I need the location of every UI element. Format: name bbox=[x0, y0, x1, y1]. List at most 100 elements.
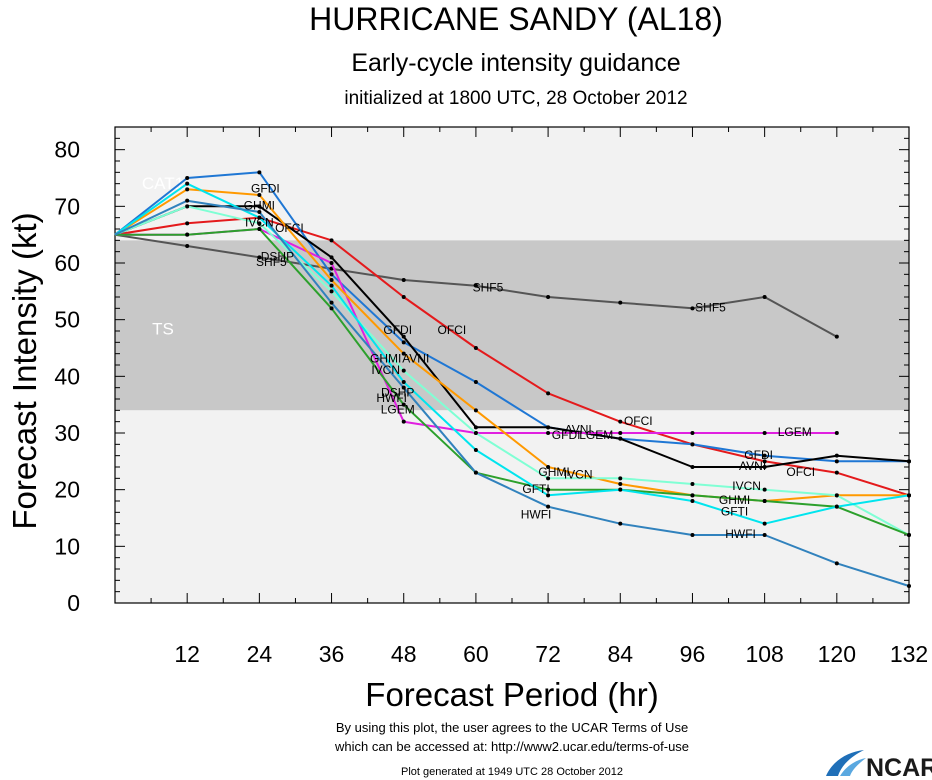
series-line-dshp bbox=[115, 228, 910, 536]
data-point bbox=[762, 459, 767, 464]
chart-subtitle: Early-cycle intensity guidance bbox=[351, 49, 680, 77]
data-point bbox=[618, 436, 623, 441]
data-point bbox=[401, 351, 406, 356]
series-line-gfdi bbox=[114, 171, 909, 463]
x-tick-label-6: 84 bbox=[607, 641, 633, 667]
series-label-avni: AVNI bbox=[565, 422, 592, 436]
data-point bbox=[329, 272, 334, 277]
series-label-hwfi: HWFI bbox=[376, 391, 407, 405]
data-point bbox=[473, 283, 478, 288]
data-point bbox=[473, 470, 478, 475]
band-1 bbox=[115, 240, 909, 411]
data-point bbox=[762, 453, 767, 458]
data-point bbox=[834, 470, 839, 475]
data-point bbox=[546, 295, 551, 299]
series-dshp bbox=[115, 227, 911, 537]
x-axis-label: Forecast Period (hr) bbox=[365, 676, 658, 713]
series-label-avni: AVNI bbox=[739, 459, 766, 473]
data-point bbox=[834, 504, 839, 509]
series-label-gfdi: GFDI bbox=[744, 448, 773, 462]
series-label-ghmi: GHMI bbox=[370, 352, 401, 366]
data-point bbox=[401, 419, 406, 424]
data-point bbox=[257, 170, 262, 175]
series-line-ghmi bbox=[114, 188, 909, 502]
data-point bbox=[907, 459, 911, 464]
data-point bbox=[401, 278, 406, 282]
data-point bbox=[473, 408, 478, 413]
band-label-1: TS bbox=[152, 319, 174, 338]
data-point bbox=[546, 504, 551, 509]
data-point bbox=[834, 459, 839, 464]
data-point bbox=[762, 295, 767, 299]
data-point bbox=[546, 465, 551, 469]
x-tick-label-0: 12 bbox=[174, 641, 200, 667]
data-point bbox=[329, 255, 334, 260]
data-point bbox=[185, 221, 190, 226]
series-label-ivcn: IVCN bbox=[245, 216, 274, 230]
data-point bbox=[257, 221, 262, 226]
y-tick-label-5: 50 bbox=[54, 307, 80, 333]
terms-line-1: By using this plot, the user agrees to t… bbox=[336, 720, 688, 735]
data-point bbox=[762, 533, 767, 537]
ncar-logo-text: NCAR bbox=[866, 754, 932, 780]
data-point bbox=[257, 204, 262, 209]
series-label-ghmi: GHMI bbox=[244, 199, 275, 213]
data-point bbox=[907, 493, 911, 498]
data-point bbox=[185, 204, 190, 209]
series-label-gfdi: GFDI bbox=[552, 428, 581, 442]
terms-line-2: which can be accessed at: http://www2.uc… bbox=[334, 739, 689, 754]
y-axis-label: Forecast Intensity (kt) bbox=[6, 212, 43, 529]
data-point bbox=[257, 215, 262, 220]
data-point bbox=[546, 476, 551, 481]
series-label-avni: AVNI bbox=[402, 352, 429, 366]
chart-initialized-line: initialized at 1800 UTC, 28 October 2012 bbox=[344, 88, 687, 109]
model-series bbox=[114, 170, 911, 588]
data-point bbox=[762, 521, 767, 526]
band-0 bbox=[115, 127, 909, 241]
plot-generated-text: Plot generated at 1949 UTC 28 October 20… bbox=[401, 766, 623, 778]
series-label-shf5: SHF5 bbox=[256, 255, 287, 269]
data-point bbox=[473, 346, 478, 350]
data-point bbox=[618, 482, 623, 486]
data-point bbox=[834, 493, 839, 498]
series-ivcn bbox=[114, 204, 911, 537]
data-point bbox=[618, 476, 623, 481]
data-point bbox=[690, 306, 695, 311]
series-label-gfti: GFTI bbox=[721, 505, 748, 519]
data-point bbox=[401, 295, 406, 299]
series-label-ghmi: GHMI bbox=[538, 465, 569, 479]
series-line-ivcn bbox=[114, 205, 910, 536]
data-point bbox=[762, 431, 767, 435]
x-tick-label-8: 108 bbox=[745, 641, 783, 667]
data-point bbox=[546, 431, 551, 435]
series-labels: SHF5 SHF5 SHF5 OFCI OFCI OFCI OFCI GFDI GFDI GFDI… bbox=[244, 182, 815, 542]
data-point bbox=[401, 380, 406, 384]
data-point bbox=[473, 448, 478, 452]
series-label-hwfi: HWFI bbox=[725, 527, 756, 541]
data-point bbox=[329, 300, 334, 305]
chart-axes: 12 24 36 48 60 72 84 96 108 120 132 0 10 20 30 40 50 60 70… bbox=[54, 126, 928, 667]
data-point bbox=[762, 465, 767, 469]
ncar-logo-swoosh bbox=[840, 758, 866, 776]
data-point bbox=[257, 210, 262, 214]
series-label-lgem: LGEM bbox=[579, 428, 613, 442]
series-line-gfti bbox=[114, 182, 910, 525]
series-label-lgem: LGEM bbox=[778, 425, 812, 439]
data-point bbox=[762, 487, 767, 492]
data-point bbox=[618, 431, 623, 435]
series-label-ofci: OFCI bbox=[275, 221, 304, 235]
data-point bbox=[185, 232, 190, 237]
series-label-ofci: OFCI bbox=[624, 414, 653, 428]
data-point bbox=[690, 493, 695, 498]
x-tick-label-7: 96 bbox=[680, 641, 706, 667]
data-point bbox=[690, 431, 695, 435]
data-point bbox=[401, 402, 406, 407]
data-point bbox=[690, 482, 695, 486]
data-point bbox=[401, 385, 406, 390]
series-label-dshp: DSHP bbox=[381, 386, 414, 400]
x-tick-label-3: 48 bbox=[391, 641, 417, 667]
data-point bbox=[257, 193, 262, 197]
data-point bbox=[473, 380, 478, 384]
